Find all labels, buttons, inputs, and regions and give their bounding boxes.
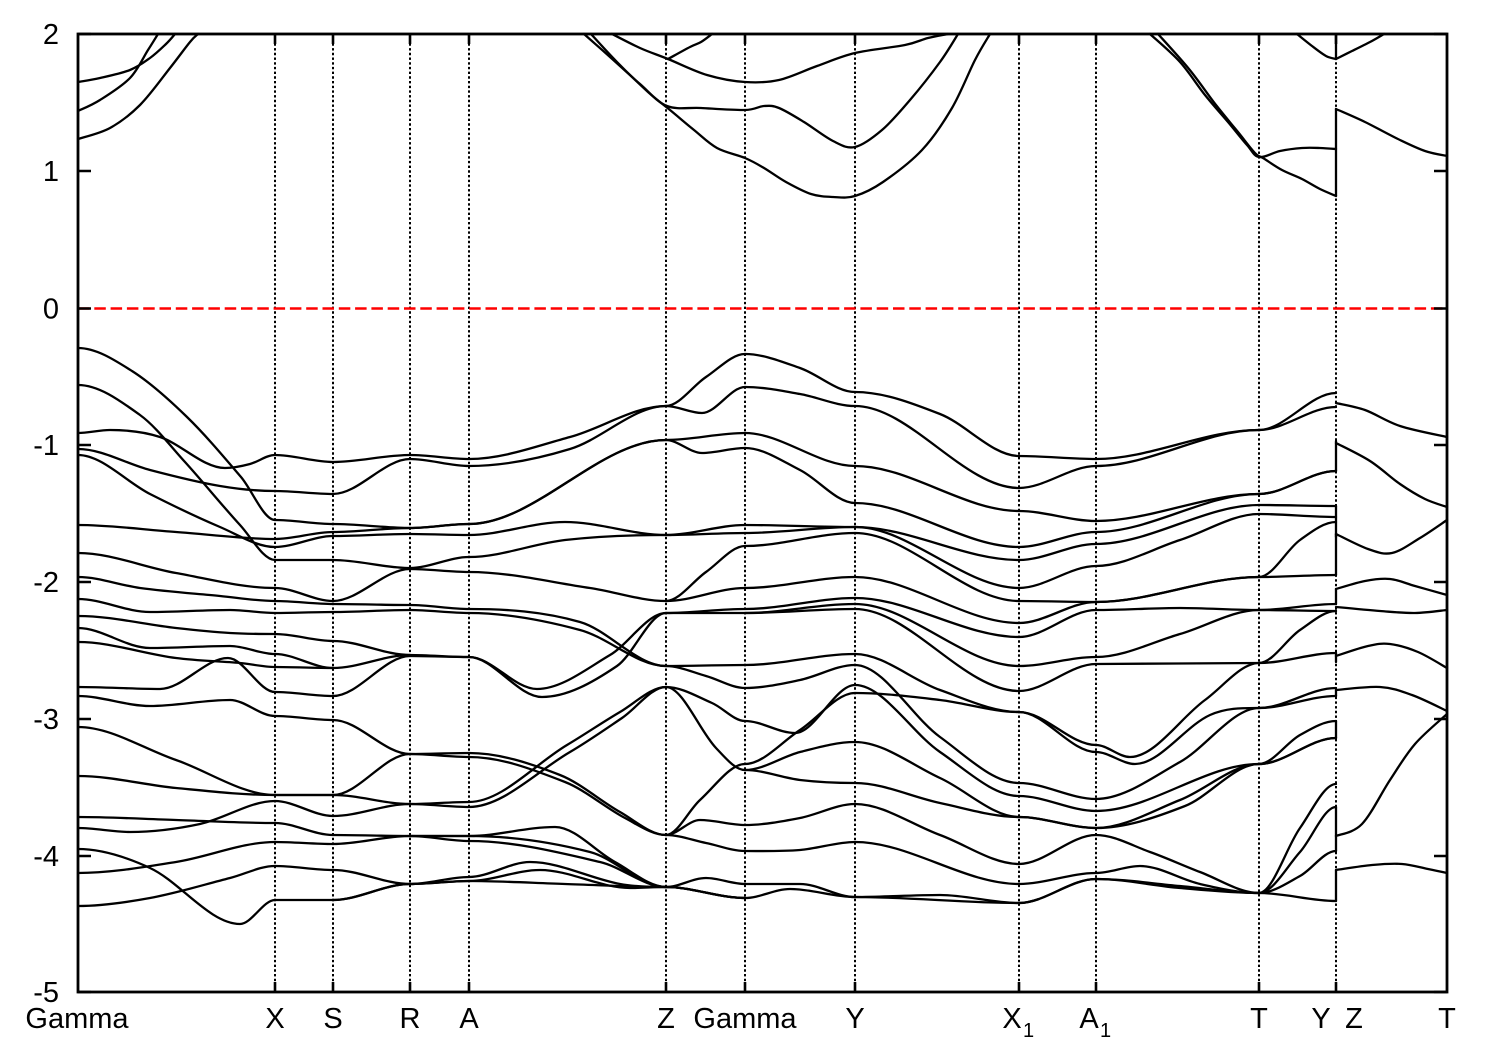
svg-text:Y: Y [845, 1003, 864, 1035]
svg-text:0: 0 [43, 294, 59, 326]
svg-text:R: R [400, 1003, 421, 1035]
svg-text:A: A [1079, 1003, 1099, 1035]
svg-text:T: T [1438, 1003, 1456, 1035]
svg-text:-3: -3 [33, 704, 59, 736]
svg-text:-4: -4 [33, 841, 59, 873]
svg-text:2: 2 [43, 19, 59, 51]
svg-text:Z: Z [1345, 1003, 1363, 1035]
svg-text:1: 1 [1100, 1020, 1111, 1042]
svg-text:A: A [459, 1003, 479, 1035]
svg-text:Y: Y [1311, 1003, 1330, 1035]
svg-text:S: S [323, 1003, 342, 1035]
svg-text:-5: -5 [33, 977, 59, 1009]
svg-text:T: T [1250, 1003, 1268, 1035]
svg-text:-1: -1 [33, 430, 59, 462]
svg-text:X: X [265, 1003, 284, 1035]
svg-text:Z: Z [657, 1003, 675, 1035]
svg-text:-2: -2 [33, 567, 59, 599]
svg-text:Gamma: Gamma [25, 1003, 129, 1035]
svg-text:Gamma: Gamma [693, 1003, 797, 1035]
svg-text:1: 1 [43, 156, 59, 188]
svg-text:X: X [1002, 1003, 1021, 1035]
svg-text:1: 1 [1023, 1020, 1034, 1042]
